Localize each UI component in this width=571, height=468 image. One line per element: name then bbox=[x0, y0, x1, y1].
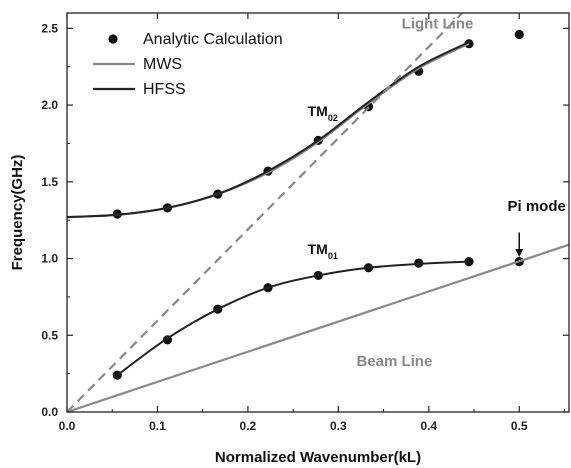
y-tick-label-0: 0.0 bbox=[41, 405, 58, 419]
y-tick-label-4: 2.0 bbox=[41, 98, 58, 112]
legend-marker-analytic bbox=[108, 34, 118, 44]
legend-label-2: HFSS bbox=[143, 81, 186, 98]
plot-frame bbox=[66, 12, 570, 413]
legend-label-1: MWS bbox=[143, 56, 182, 73]
analytic-point-16 bbox=[464, 39, 474, 49]
annotation-main-4: Pi mode bbox=[507, 198, 565, 215]
x-axis-title: Normalized Wavenumber(kL) bbox=[215, 449, 421, 466]
y-tick-label-3: 1.5 bbox=[41, 175, 58, 189]
legend: Analytic Calculation MWS HFSS bbox=[93, 31, 283, 98]
annotation-pi-mode: Pi mode bbox=[507, 198, 565, 215]
y-tick-label-2: 1.0 bbox=[41, 252, 58, 266]
annotation-main-2: TM bbox=[308, 103, 328, 119]
analytic-point-17 bbox=[514, 29, 524, 40]
x-tick-label-1: 0.1 bbox=[149, 419, 166, 433]
annotation-subscript-3: 01 bbox=[328, 251, 338, 261]
annotation-beam-line: Beam Line bbox=[356, 353, 432, 370]
annotation-tm02: TM02 bbox=[308, 103, 338, 123]
plot-area bbox=[67, 13, 569, 412]
annotation-main-1: Beam Line bbox=[356, 353, 432, 370]
hfss-tm01-curve bbox=[116, 260, 470, 376]
axes: 0.0 0.1 0.2 0.3 0.4 0.5 0.0 0.5 1.0 1.5 2.0 2.5 bbox=[41, 12, 570, 433]
annotation-subscript-2: 02 bbox=[328, 113, 338, 123]
x-tick-label-0: 0.0 bbox=[59, 419, 76, 433]
annotation-main-0: Light Line bbox=[402, 15, 474, 32]
legend-label-0: Analytic Calculation bbox=[143, 31, 283, 48]
pi-mode-arrow-head bbox=[515, 249, 524, 258]
annotation-light-line: Light Line bbox=[402, 15, 474, 32]
light-line-line bbox=[67, 13, 464, 412]
annotation-main-3: TM bbox=[308, 241, 328, 257]
x-tick-label-4: 0.4 bbox=[420, 419, 437, 433]
y-tick-label-5: 2.5 bbox=[41, 21, 58, 35]
beam-line-line bbox=[67, 243, 569, 412]
y-tick-label-1: 0.5 bbox=[41, 328, 58, 342]
x-tick-label-5: 0.5 bbox=[511, 419, 528, 433]
y-axis-title: Frequency(GHz) bbox=[9, 155, 26, 271]
annotation-tm01: TM01 bbox=[308, 241, 338, 261]
hfss-curve bbox=[67, 41, 470, 219]
analytic-point-7 bbox=[464, 257, 474, 267]
x-tick-label-3: 0.3 bbox=[330, 419, 347, 433]
x-tick-label-2: 0.2 bbox=[240, 419, 257, 433]
